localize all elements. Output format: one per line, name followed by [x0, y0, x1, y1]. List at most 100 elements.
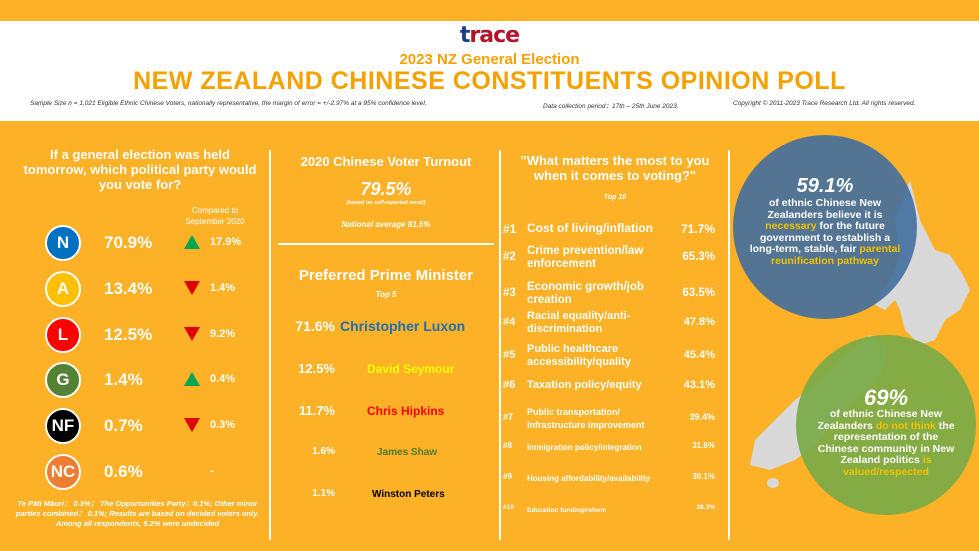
up-arrow-icon	[184, 372, 200, 386]
issue-value: 31.6%	[692, 441, 715, 450]
representation-text: of ethnic Chinese New Zealanders do not …	[816, 408, 956, 478]
pm-candidate-row: 11.7% Chris Hipkins	[272, 403, 500, 423]
pm-candidate-row: 1.1% Winston Peters	[272, 488, 500, 508]
national-average: National average 81.5%	[341, 220, 431, 229]
copyright: Copyright © 2011-2023 Trace Research Ltd…	[733, 100, 916, 107]
pm-candidate-row: 12.5% David Seymour	[272, 361, 500, 381]
up-arrow-icon	[184, 235, 200, 249]
party-badge: NF	[45, 408, 81, 444]
issue-rank: #9	[503, 472, 512, 481]
highlight: is valued/respected	[843, 454, 932, 478]
issue-value: 43.1%	[683, 379, 715, 391]
pm-pct: 12.5%	[298, 361, 335, 376]
issue-rank: #5	[503, 349, 516, 361]
sample-note: Sample Size n = 1,021 Eligible Ethnic Ch…	[30, 100, 427, 107]
party-badge: A	[45, 271, 81, 307]
party-badge: NC	[45, 454, 81, 490]
issue-rank: #1	[503, 222, 517, 236]
party-row: L 12.5% 9.2%	[0, 317, 270, 353]
party-pct: 0.7%	[104, 416, 143, 435]
issue-rank: #8	[503, 441, 512, 450]
issue-value: 30.1%	[692, 472, 715, 481]
party-row: NC 0.6% -	[0, 454, 270, 490]
pm-pct: 71.6%	[295, 318, 335, 334]
party-footnote: Te Pāti Māori： 0.3%； The Opportunities P…	[15, 499, 260, 528]
issue-value: 28.3%	[696, 504, 715, 511]
issue-label: Cost of living/inflation	[527, 221, 653, 235]
divider	[269, 150, 271, 540]
party-row: N 70.9% 17.9%	[0, 225, 270, 261]
issue-rank: #3	[503, 287, 516, 299]
down-arrow-icon	[184, 418, 200, 432]
pm-name: Christopher Luxon	[340, 318, 466, 334]
issue-rank: #6	[503, 379, 516, 391]
party-row: NF 0.7% 0.3%	[0, 408, 270, 444]
issue-value: 65.3%	[682, 251, 715, 263]
page-title: NEW ZEALAND CHINESE CONSTITUENTS OPINION…	[133, 67, 846, 95]
issue-rank: #7	[503, 412, 514, 422]
pm-name: Chris Hipkins	[367, 404, 445, 418]
text: for the future government to establish a…	[749, 220, 891, 255]
collection-period: Data collection period：17th – 25th June …	[543, 103, 679, 110]
ppm-subtitle: Top 5	[375, 290, 397, 299]
text: of ethnic Chinese New Zealanders believe…	[767, 197, 883, 221]
party-badge: G	[45, 362, 81, 398]
issue-rank: #4	[503, 316, 516, 328]
issue-label: Crime prevention/law enforcement	[527, 245, 644, 270]
header-band	[0, 21, 979, 121]
party-pct: 0.6%	[104, 462, 143, 481]
turnout-title: 2020 Chinese Voter Turnout	[300, 154, 472, 169]
pm-candidate-row: 1.6% James Shaw	[272, 446, 500, 466]
highlight: necessary	[765, 220, 817, 232]
party-change: 9.2%	[210, 328, 236, 340]
issue-label: Housing affordability/availability	[527, 474, 651, 483]
issue-value: 63.5%	[682, 287, 715, 299]
party-change: 17.9%	[210, 236, 242, 248]
highlight: do not think	[875, 419, 936, 432]
representation-stat-circle: 69% of ethnic Chinese New Zealanders do …	[796, 335, 976, 515]
compared-label: Compared to September 2020	[185, 206, 245, 226]
divider	[499, 150, 501, 540]
issue-value: 45.4%	[683, 349, 715, 361]
issue-label: Racial equality/anti-discrimination	[527, 310, 631, 335]
issues-subtitle: Top 10	[603, 194, 627, 201]
ppm-title: Preferred Prime Minister	[298, 267, 474, 284]
party-change: 1.4%	[210, 282, 236, 294]
pm-pct: 1.1%	[312, 488, 335, 499]
issue-value: 71.7%	[680, 222, 715, 236]
issue-label: Immigration policy/integration	[527, 443, 642, 452]
page-subtitle: 2023 NZ General Election	[399, 51, 580, 68]
issue-label: Public transportation/ infrastructure im…	[527, 407, 645, 430]
party-change: -	[210, 465, 214, 477]
text: the representation of the Chinese commun…	[817, 419, 955, 466]
reunification-value: 59.1%	[796, 175, 854, 197]
party-row: A 13.4% 1.4%	[0, 271, 270, 307]
down-arrow-icon	[184, 327, 200, 341]
party-change: 0.4%	[210, 373, 236, 385]
issue-label: Education funding/reform	[527, 507, 607, 514]
divider	[728, 150, 730, 540]
issue-label: Taxation policy/equity	[527, 379, 642, 391]
pm-name: David Seymour	[367, 362, 455, 376]
pm-name: Winston Peters	[372, 489, 445, 500]
down-arrow-icon	[184, 281, 200, 295]
issue-rank: #10	[503, 504, 514, 511]
party-change: 0.3%	[210, 419, 236, 431]
reunification-text: of ethnic Chinese New Zealanders believe…	[747, 197, 903, 267]
party-vote-question: If a general election was held tomorrow,…	[23, 147, 257, 192]
party-pct: 70.9%	[104, 233, 153, 252]
section-divider	[278, 243, 494, 245]
issue-rank: #2	[503, 251, 516, 263]
representation-value: 69%	[863, 385, 909, 410]
party-badge: N	[45, 225, 81, 261]
highlight: parental reunification pathway	[771, 243, 901, 267]
issues-title: "What matters the most to you when it co…	[520, 153, 710, 183]
issue-value: 47.8%	[683, 316, 715, 328]
reunification-stat-circle: 59.1% of ethnic Chinese New Zealanders b…	[733, 135, 917, 319]
party-badge: L	[45, 317, 81, 353]
party-pct: 13.4%	[104, 279, 153, 298]
pm-name: James Shaw	[377, 447, 438, 458]
issue-label: Economic growth/job creation	[527, 281, 644, 306]
party-row: G 1.4% 0.4%	[0, 362, 270, 398]
pm-pct: 1.6%	[312, 446, 335, 457]
